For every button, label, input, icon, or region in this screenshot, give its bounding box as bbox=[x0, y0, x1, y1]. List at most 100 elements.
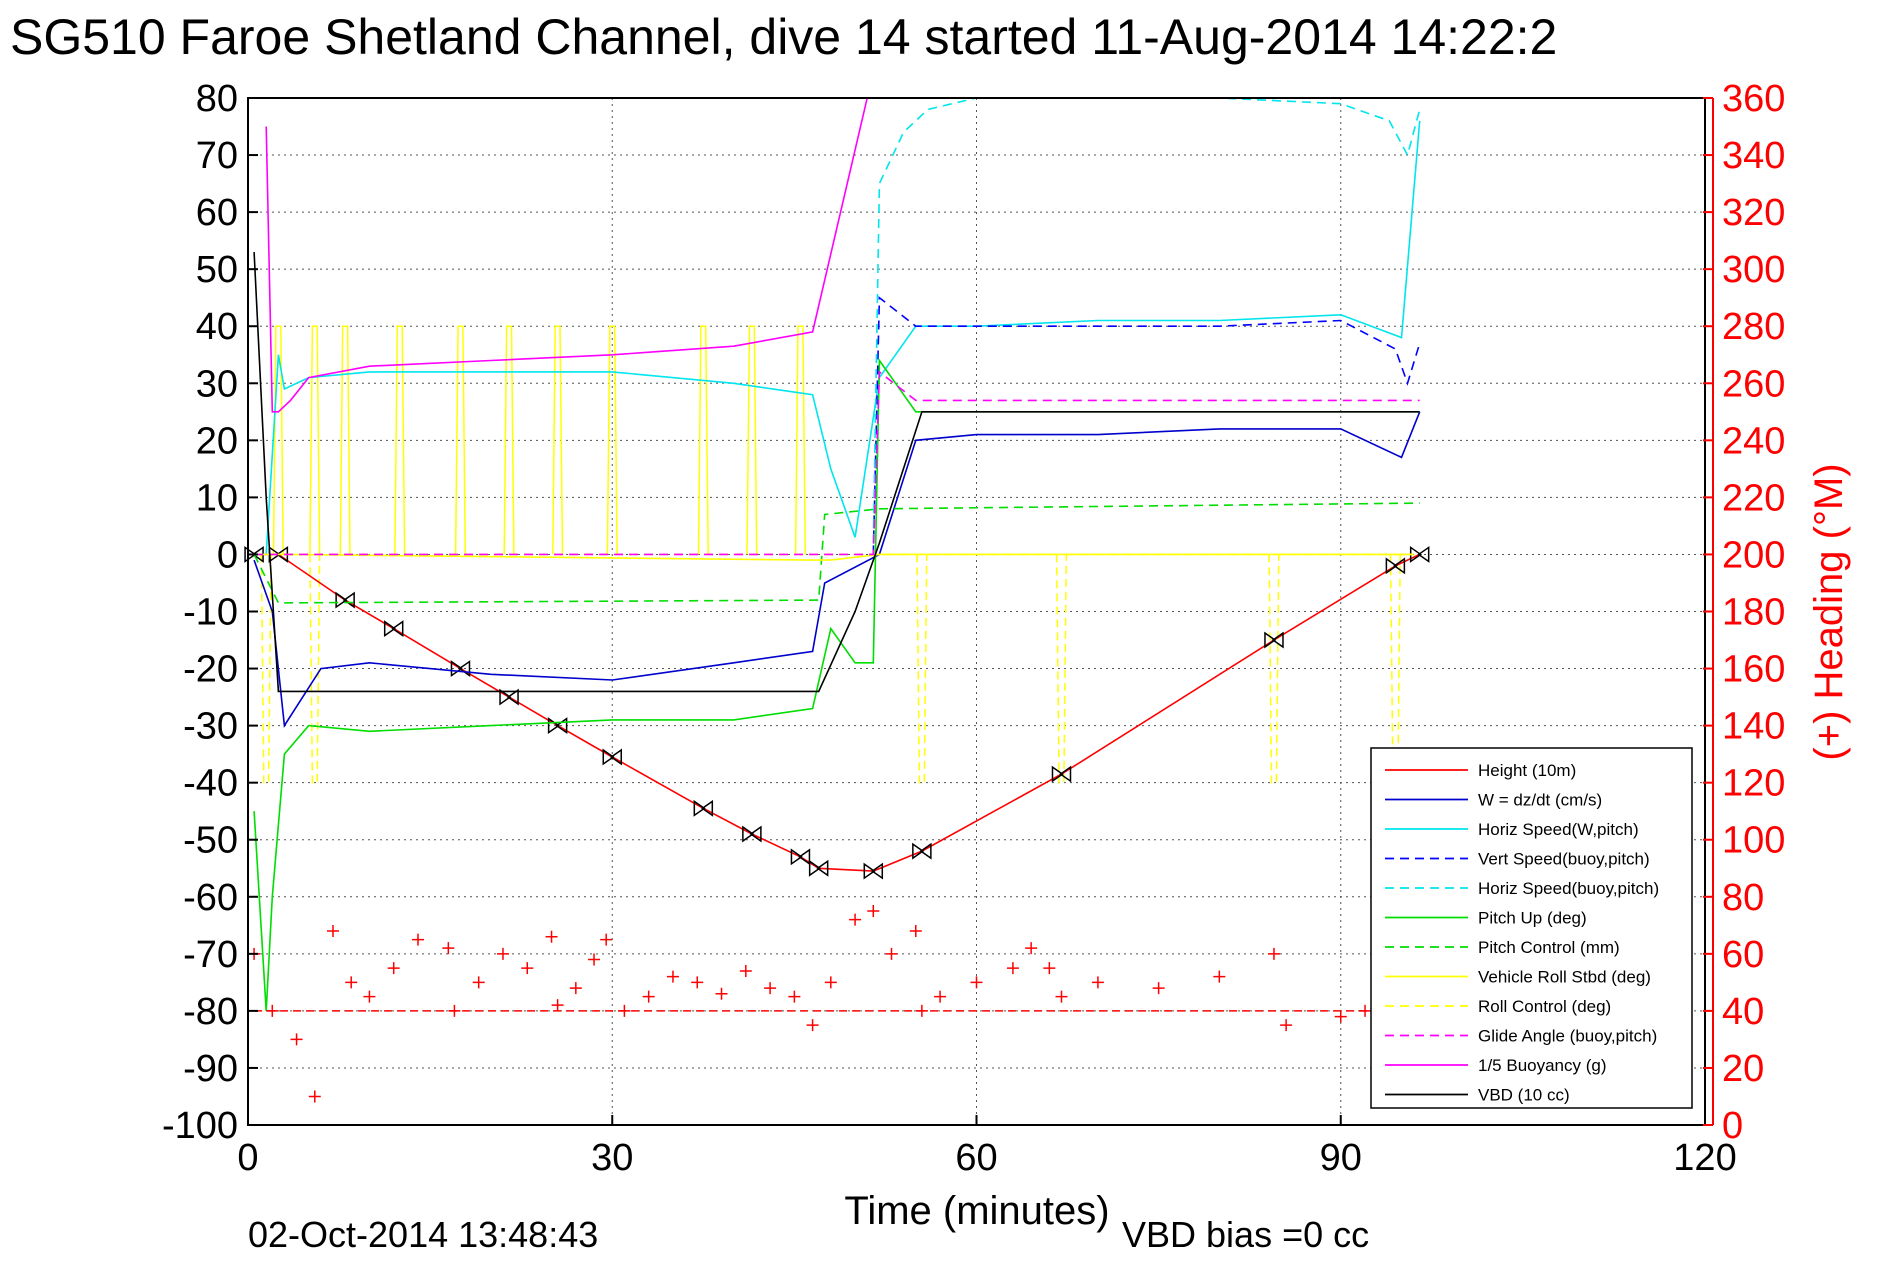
legend-label: Vehicle Roll Stbd (deg) bbox=[1478, 968, 1651, 987]
right-axis-label: (+) Heading (°M) bbox=[1807, 463, 1851, 760]
legend-label: Vert Speed(buoy,pitch) bbox=[1478, 850, 1650, 869]
heading-marker bbox=[1280, 1019, 1293, 1032]
y-left-tick-label: 80 bbox=[196, 78, 238, 120]
series-1-5-buoyancy-g bbox=[265, 97, 868, 413]
heading-marker bbox=[739, 964, 752, 977]
heading-marker bbox=[885, 947, 898, 960]
y-left-tick-label: 10 bbox=[196, 477, 238, 519]
heading-marker bbox=[1152, 982, 1165, 995]
series-line bbox=[872, 296, 1421, 555]
heading-marker bbox=[764, 982, 777, 995]
x-tick-label: 90 bbox=[1320, 1137, 1362, 1179]
y-left-tick-label: 40 bbox=[196, 306, 238, 348]
heading-marker bbox=[909, 925, 922, 938]
series-glide-angle-buoy-pitch bbox=[254, 370, 1420, 556]
heading-marker bbox=[824, 976, 837, 989]
heading-marker bbox=[1043, 962, 1056, 975]
height-marker bbox=[335, 591, 355, 609]
y-right-tick-label: 20 bbox=[1722, 1048, 1764, 1090]
legend-label: Glide Angle (buoy,pitch) bbox=[1478, 1027, 1657, 1046]
heading-marker bbox=[1334, 1010, 1347, 1023]
heading-marker bbox=[411, 933, 424, 946]
series-line bbox=[253, 411, 1421, 728]
y-left-tick-label: 20 bbox=[196, 420, 238, 462]
y-right-tick-label: 280 bbox=[1722, 306, 1785, 348]
vbd-bias-footer: VBD bias =0 cc bbox=[1122, 1214, 1369, 1255]
heading-marker bbox=[915, 1004, 928, 1017]
y-right-tick-label: 120 bbox=[1722, 763, 1785, 805]
legend-label: 1/5 Buoyancy (g) bbox=[1478, 1056, 1607, 1075]
height-marker bbox=[808, 859, 829, 877]
y-right-tick-label: 240 bbox=[1722, 420, 1785, 462]
height-marker bbox=[863, 862, 884, 880]
height-marker bbox=[499, 688, 519, 706]
roll-spike-up bbox=[697, 325, 709, 555]
x-tick-label: 30 bbox=[591, 1137, 633, 1179]
y-left-tick-label: -80 bbox=[183, 991, 238, 1033]
series-layer bbox=[244, 97, 1430, 1103]
heading-marker bbox=[496, 947, 509, 960]
x-tick-label: 0 bbox=[237, 1137, 258, 1179]
series-w-dz-dt-cm-s bbox=[253, 411, 1421, 728]
roll-spike-up bbox=[309, 325, 321, 555]
height-marker bbox=[912, 842, 932, 860]
heading-marker bbox=[788, 990, 801, 1003]
legend-label: Roll Control (deg) bbox=[1478, 997, 1611, 1016]
series-vert-speed-buoy-pitch bbox=[872, 296, 1421, 555]
legend-label: Height (10m) bbox=[1478, 761, 1576, 780]
y-right-tick-label: 160 bbox=[1722, 649, 1785, 691]
heading-marker bbox=[290, 1033, 303, 1046]
y-left-tick-label: 50 bbox=[196, 249, 238, 291]
heading-marker bbox=[363, 990, 376, 1003]
y-right-tick-label: 220 bbox=[1722, 477, 1785, 519]
roll-spike-up bbox=[272, 325, 284, 555]
roll-spike-up bbox=[394, 325, 406, 555]
heading-marker bbox=[588, 953, 601, 966]
y-right-tick-label: 180 bbox=[1722, 592, 1785, 634]
y-right-tick-label: 320 bbox=[1722, 192, 1785, 234]
y-right-tick-label: 100 bbox=[1722, 820, 1785, 862]
y-left-tick-label: -50 bbox=[183, 820, 238, 862]
series-line bbox=[253, 252, 1420, 693]
heading-marker bbox=[387, 962, 400, 975]
heading-marker bbox=[326, 925, 339, 938]
x-tick-label: 60 bbox=[955, 1137, 997, 1179]
heading-marker bbox=[1055, 990, 1068, 1003]
roll-spike-up bbox=[339, 325, 351, 555]
series-vehicle-roll-stbd-deg bbox=[254, 553, 1414, 561]
height-marker bbox=[1051, 765, 1072, 783]
heading-marker bbox=[521, 962, 534, 975]
heading-marker bbox=[1006, 962, 1019, 975]
legend: Height (10m) W = dz/dt (cm/s) Horiz Speed(… bbox=[1370, 747, 1693, 1109]
y-left-tick-label: -90 bbox=[183, 1048, 238, 1090]
height-marker bbox=[1264, 631, 1284, 649]
heading-marker bbox=[1025, 942, 1038, 955]
heading-marker bbox=[1359, 1004, 1372, 1017]
series-line bbox=[254, 370, 1420, 556]
heading-marker bbox=[442, 942, 455, 955]
chart-title: SG510 Faroe Shetland Channel, dive 14 st… bbox=[10, 9, 1557, 65]
heading-marker bbox=[970, 976, 983, 989]
series-line bbox=[253, 502, 1420, 604]
height-marker bbox=[790, 848, 811, 866]
legend-label: W = dz/dt (cm/s) bbox=[1478, 791, 1602, 810]
roll-spike-up bbox=[746, 325, 758, 555]
y-left-tick-label: 60 bbox=[196, 192, 238, 234]
legend-label: Pitch Control (mm) bbox=[1478, 938, 1620, 957]
roll-spike-up bbox=[606, 325, 618, 555]
series-pitch-control-mm bbox=[253, 502, 1420, 604]
series-vbd-10-cc bbox=[253, 252, 1420, 693]
heading-marker bbox=[569, 982, 582, 995]
heading-marker bbox=[691, 976, 704, 989]
heading-marker bbox=[1267, 947, 1280, 960]
y-left-tick-label: -40 bbox=[183, 763, 238, 805]
roll-spike-up bbox=[503, 325, 515, 555]
series-heading bbox=[248, 905, 1396, 1103]
legend-label: Pitch Up (deg) bbox=[1478, 909, 1587, 928]
y-right-tick-label: 0 bbox=[1722, 1105, 1743, 1147]
y-right-tick-label: 140 bbox=[1722, 706, 1785, 748]
heading-marker bbox=[806, 1019, 819, 1032]
y-right-tick-label: 360 bbox=[1722, 78, 1785, 120]
heading-marker bbox=[551, 999, 564, 1012]
heading-marker bbox=[666, 970, 679, 983]
